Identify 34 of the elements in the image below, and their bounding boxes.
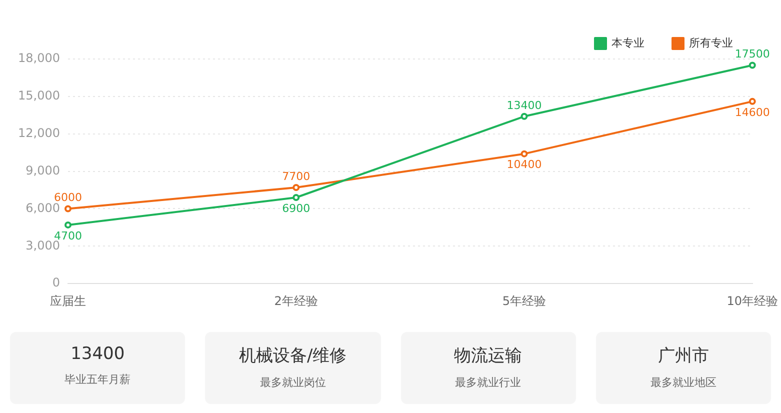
text: 最多就业行业 bbox=[454, 375, 522, 390]
text: 物流运输 bbox=[453, 345, 524, 367]
point bbox=[520, 150, 528, 158]
point bbox=[748, 98, 756, 105]
data-label: 17500 bbox=[734, 48, 770, 61]
point bbox=[64, 205, 72, 212]
text: 13400 bbox=[70, 344, 126, 364]
y-tick-label: 3,000 bbox=[26, 238, 60, 252]
x-tick-label: 10年经验 bbox=[726, 294, 778, 308]
point bbox=[748, 62, 756, 69]
data-label: 10400 bbox=[506, 158, 542, 172]
legend-label: 所有专业 bbox=[689, 36, 733, 50]
x-tick-label: 2年经验 bbox=[274, 294, 318, 308]
text: 毕业五年月薪 bbox=[64, 372, 132, 387]
data-label: 14600 bbox=[734, 106, 770, 119]
data-label: 6900 bbox=[282, 202, 310, 215]
y-tick-label: 15,000 bbox=[18, 88, 60, 103]
data-label: 13400 bbox=[506, 98, 542, 112]
point bbox=[520, 112, 528, 120]
x-tick-label: 5年经验 bbox=[502, 294, 546, 308]
y-tick-label: 12,000 bbox=[18, 126, 60, 140]
point bbox=[292, 184, 300, 192]
point bbox=[292, 194, 300, 202]
text: 最多就业地区 bbox=[649, 375, 718, 390]
x-tick-label: 应届生 bbox=[50, 294, 86, 308]
y-tick-label: 18,000 bbox=[18, 51, 60, 66]
text: 广州市 bbox=[656, 345, 710, 367]
text: 机械设备/维修 bbox=[238, 345, 348, 367]
legend-label: 本专业 bbox=[612, 36, 644, 50]
y-tick-label: 0 bbox=[52, 276, 60, 290]
text: 最多就业岗位 bbox=[258, 375, 327, 390]
data-label: 7700 bbox=[282, 170, 310, 183]
y-tick-label: 9,000 bbox=[26, 163, 60, 178]
point bbox=[64, 221, 72, 228]
